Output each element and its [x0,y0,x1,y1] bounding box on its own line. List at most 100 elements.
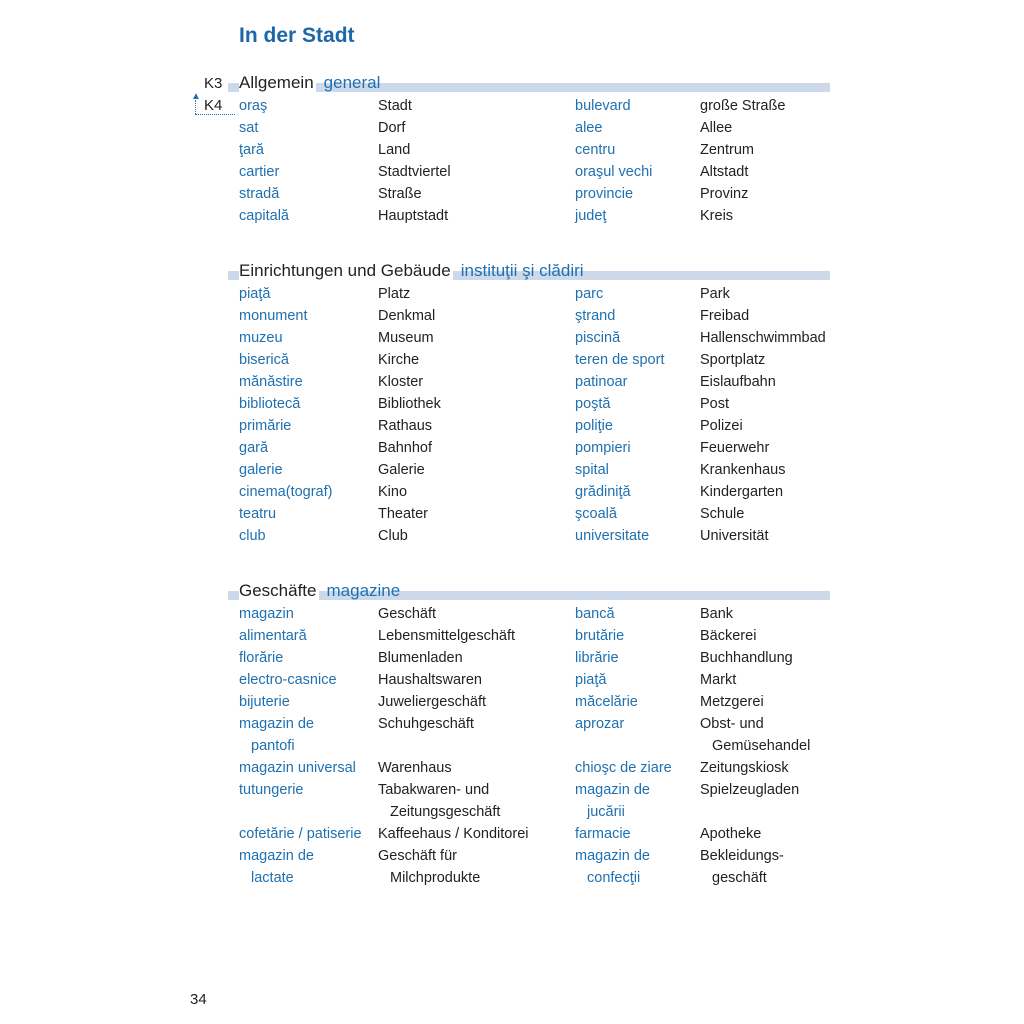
romanian-term: alimentară [239,625,307,647]
term-text: chioşc de ziare [575,760,672,776]
term-text: club [239,528,266,544]
section-header: Geschäfte magazine [0,581,1024,603]
term-continuation: Zeitungsgeschäft [390,804,501,820]
term-text: große Straße [700,98,786,114]
section-title-de: Allgemein [239,73,316,92]
vocab-row: bibliotecă Bibliothek poştă Post [0,393,1024,415]
marker-line [195,100,196,114]
term-text: piaţă [239,286,271,302]
german-term: Kino [378,481,407,503]
vocab-row: stradă Straße provincie Provinz [0,183,1024,205]
german-term: Rathaus [378,415,432,437]
german-term: Stadt [378,95,412,117]
term-text: bancă [575,606,615,622]
term-text: gară [239,440,269,456]
term-text: Markt [700,672,737,688]
romanian-term: ştrand [575,305,615,327]
german-term: Universität [700,525,769,547]
german-term: Bekleidungs-geschäft [700,845,784,889]
romanian-term: bulevard [575,95,631,117]
german-term: Kindergarten [700,481,783,503]
romanian-term: librărie [575,647,619,669]
romanian-term: măcelărie [575,691,638,713]
romanian-term: teatru [239,503,276,525]
term-text: pompieri [575,440,631,456]
term-text: Bank [700,606,734,622]
romanian-term: oraş [239,95,267,117]
term-text: bulevard [575,98,631,114]
term-text: capitală [239,208,289,224]
term-text: galerie [239,462,283,478]
term-text: teatru [239,506,277,522]
german-term: Allee [700,117,732,139]
romanian-term: chioşc de ziare [575,757,672,779]
vocab-row: teatru Theater şcoală Schule [0,503,1024,525]
term-text: ştrand [575,308,616,324]
term-text: Bäckerei [700,628,757,644]
german-term: Post [700,393,729,415]
german-term: Kaffeehaus / Konditorei [378,823,528,845]
term-text: Hauptstadt [378,208,449,224]
term-text: Kino [378,484,408,500]
arrow-up-icon: ▲ [191,91,201,102]
term-text: şcoală [575,506,617,522]
term-text: Bibliothek [378,396,441,412]
vocab-row: magazin de lactate Geschäft für Milchproduk… [0,845,1024,889]
vocab-row: piaţă Platz parc Park [0,283,1024,305]
term-text: Kaffeehaus / Konditorei [378,826,529,842]
term-text: bijuterie [239,694,290,710]
german-term: Kreis [700,205,733,227]
romanian-term: grădiniţă [575,481,631,503]
romanian-term: aprozar [575,713,624,735]
term-text: cinema(tograf) [239,484,333,500]
term-text: parc [575,286,604,302]
vocab-row: alimentară Lebensmittelgeschäft brutărie Bä… [0,625,1024,647]
term-text: Haushaltswaren [378,672,482,688]
term-text: Platz [378,286,411,302]
romanian-term: capitală [239,205,289,227]
romanian-term: sat [239,117,258,139]
romanian-term: biserică [239,349,289,371]
term-text: Sportplatz [700,352,766,368]
german-term: Krankenhaus [700,459,785,481]
term-text: centru [575,142,616,158]
german-term: Bank [700,603,733,625]
romanian-term: centru [575,139,615,161]
term-text: Hallenschwimmbad [700,330,826,346]
term-text: florărie [239,650,284,666]
german-term: Warenhaus [378,757,452,779]
german-term: Zeitungskiosk [700,757,789,779]
term-text: electro-casnice [239,672,337,688]
term-text: Spielzeugladen [700,782,800,798]
german-term: Sportplatz [700,349,765,371]
term-text: Geschäft [378,606,437,622]
term-text: Geschäft für [378,848,457,864]
term-text: cartier [239,164,280,180]
term-text: mănăstire [239,374,303,390]
term-text: muzeu [239,330,283,346]
marker-underline [195,114,235,115]
term-text: Feuerwehr [700,440,770,456]
german-term: Bahnhof [378,437,432,459]
term-text: Museum [378,330,434,346]
vocab-row: sat Dorf alee Allee [0,117,1024,139]
german-term: Geschäft [378,603,436,625]
vocab-row: mănăstire Kloster patinoar Eislaufbahn [0,371,1024,393]
term-text: Provinz [700,186,749,202]
romanian-term: cofetărie / patiserie [239,823,362,845]
term-text: Eislaufbahn [700,374,776,390]
term-continuation: Gemüsehandel [712,738,811,754]
header-bar [228,591,830,600]
german-term: Bibliothek [378,393,441,415]
term-text: librărie [575,650,619,666]
term-text: Schuhgeschäft [378,716,474,732]
romanian-term: patinoar [575,371,627,393]
term-text: magazin de [239,716,314,732]
term-text: magazin [239,606,294,622]
term-text: bibliotecă [239,396,301,412]
vocab-row: florărie Blumenladen librărie Buchhandlung [0,647,1024,669]
romanian-term: teren de sport [575,349,664,371]
term-text: alimentară [239,628,307,644]
german-term: Geschäft für Milchprodukte [378,845,480,889]
romanian-term: magazin universal [239,757,356,779]
